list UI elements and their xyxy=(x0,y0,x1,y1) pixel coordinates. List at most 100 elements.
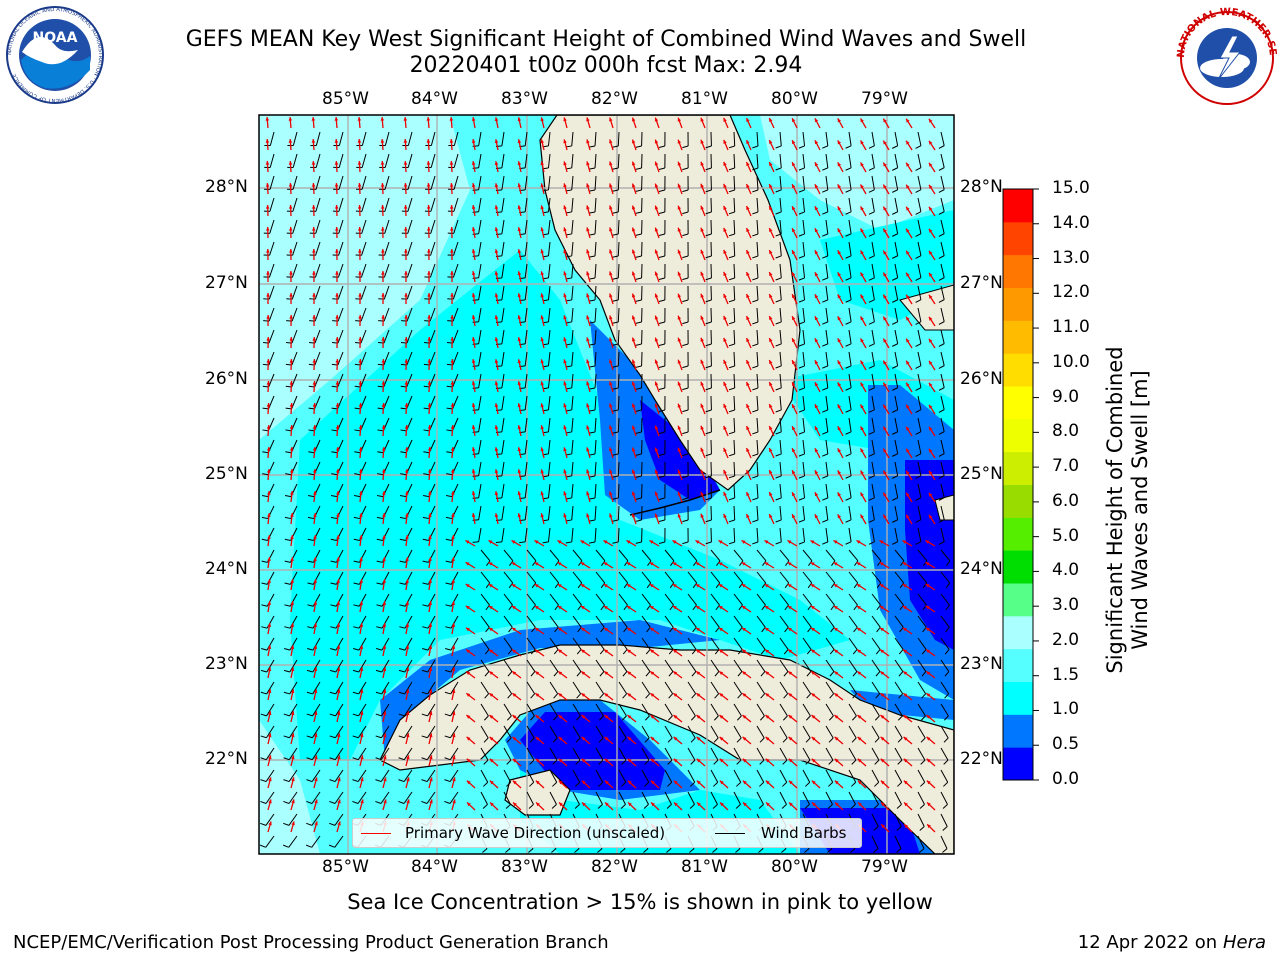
wind-barb xyxy=(664,571,675,584)
wave-direction-arrowhead xyxy=(557,627,562,632)
wave-direction-arrowhead xyxy=(511,584,516,588)
wind-barb xyxy=(407,197,413,212)
wave-direction-arrowhead xyxy=(465,627,470,632)
wind-barb-flag xyxy=(874,759,880,765)
wind-barb-flag xyxy=(735,848,741,853)
wind-barb xyxy=(334,835,344,848)
wave-direction-arrowhead xyxy=(382,623,387,628)
wave-direction-arrowhead xyxy=(906,184,910,189)
wind-barb-flag xyxy=(845,519,852,523)
wave-direction-arrowhead xyxy=(742,649,747,654)
wind-barb xyxy=(478,483,482,498)
wave-direction-arrowhead xyxy=(290,513,294,517)
wave-direction-arrowhead xyxy=(580,540,585,544)
wave-direction-arrowhead xyxy=(466,780,471,785)
wind-barb xyxy=(687,593,697,606)
wind-barb-flag xyxy=(530,649,536,655)
wave-direction-arrowhead xyxy=(603,562,608,566)
wind-barb xyxy=(894,505,899,520)
wave-direction-arrowhead xyxy=(557,584,562,588)
wind-barb-flag xyxy=(597,848,603,853)
wind-barb-flag xyxy=(920,759,926,765)
wind-barb-flag xyxy=(728,211,735,215)
wind-barb xyxy=(871,637,881,650)
wind-barb-flag xyxy=(589,387,596,390)
wind-barb-flag xyxy=(575,715,581,721)
wave-direction-arrowhead xyxy=(404,425,409,429)
wave-direction-arrowhead xyxy=(742,671,747,675)
wind-barb-flag xyxy=(398,669,405,673)
wave-direction-arrowhead xyxy=(814,470,819,475)
wave-direction-arrowhead xyxy=(517,447,522,452)
lon-tick-top: 84°W xyxy=(411,89,458,109)
wind-barb xyxy=(268,285,275,300)
wind-barb xyxy=(917,219,922,234)
wave-direction-arrowhead xyxy=(563,403,567,408)
wave-direction-arrowhead xyxy=(428,689,433,694)
wind-barb xyxy=(871,505,875,520)
wind-barb-flag xyxy=(728,277,735,281)
wind-barb xyxy=(430,153,436,168)
wind-barb-flag xyxy=(331,429,338,432)
wave-direction-arrowhead xyxy=(764,562,769,566)
wind-barb-flag xyxy=(354,407,361,410)
wind-barb xyxy=(571,373,574,388)
wind-barb-flag xyxy=(612,453,619,456)
wave-direction-arrowhead xyxy=(700,161,704,166)
wave-direction-arrowhead xyxy=(428,623,433,628)
wave-direction-arrowhead xyxy=(650,693,655,697)
map-subtitle: 20220401 t00z 000h fcst Max: 2.94 xyxy=(409,53,803,78)
wave-direction-arrowhead xyxy=(792,118,796,123)
wave-direction-arrowhead xyxy=(540,403,545,408)
colorbar-label: 12.0 xyxy=(1052,282,1090,303)
wind-barb-flag xyxy=(705,365,712,369)
wind-barb-flag xyxy=(285,407,292,410)
wave-direction-arrowhead xyxy=(718,540,723,544)
wind-barb-flag xyxy=(806,693,812,699)
wind-barb-flag xyxy=(589,145,596,148)
wave-direction-arrowhead xyxy=(427,271,431,275)
wind-barb-flag xyxy=(938,299,945,303)
wave-direction-arrowhead xyxy=(672,562,677,566)
wave-direction-arrowhead xyxy=(746,469,750,474)
wind-barb xyxy=(524,175,528,190)
wave-direction-arrowhead xyxy=(427,469,432,473)
wind-barb xyxy=(524,131,528,146)
wind-barb xyxy=(311,725,321,739)
wave-direction-arrowhead xyxy=(880,715,885,719)
wind-barb xyxy=(779,197,782,212)
lon-tick-top: 79°W xyxy=(861,89,908,109)
wind-barb xyxy=(526,791,534,805)
wave-direction-arrowhead xyxy=(696,758,701,763)
wind-barb xyxy=(940,241,945,256)
wave-direction-arrowhead xyxy=(313,645,318,650)
wind-barb xyxy=(779,593,789,606)
wave-direction-arrowhead xyxy=(489,715,494,719)
wind-barb-flag xyxy=(472,431,479,433)
wind-barb-flag xyxy=(667,781,673,787)
wind-barb xyxy=(450,681,459,695)
wave-direction-arrowhead xyxy=(719,736,724,741)
wind-barb-flag xyxy=(752,409,759,413)
wave-direction-arrowhead xyxy=(517,337,522,342)
wave-direction-arrowhead xyxy=(810,540,815,544)
wind-barb-flag xyxy=(422,582,429,585)
wind-barb-flag xyxy=(868,453,875,457)
wave-direction-arrowhead xyxy=(765,715,770,719)
wind-barb-flag xyxy=(645,649,651,655)
wind-barb-flag xyxy=(667,737,673,743)
wind-barb xyxy=(917,329,922,344)
wave-direction-arrowhead xyxy=(494,139,499,144)
wave-direction-arrowhead xyxy=(428,645,433,650)
wave-direction-arrowhead xyxy=(290,667,295,672)
wind-barb xyxy=(756,439,759,455)
wind-barb-flag xyxy=(897,715,903,721)
wind-barb xyxy=(595,747,604,761)
wind-barb xyxy=(407,175,413,190)
wind-barb xyxy=(894,747,903,761)
wind-barb-flag xyxy=(260,669,267,673)
wind-barb-flag xyxy=(376,582,383,585)
wave-direction-arrowhead xyxy=(513,802,517,807)
wind-barb-flag xyxy=(845,343,852,347)
wind-barb xyxy=(894,461,899,476)
